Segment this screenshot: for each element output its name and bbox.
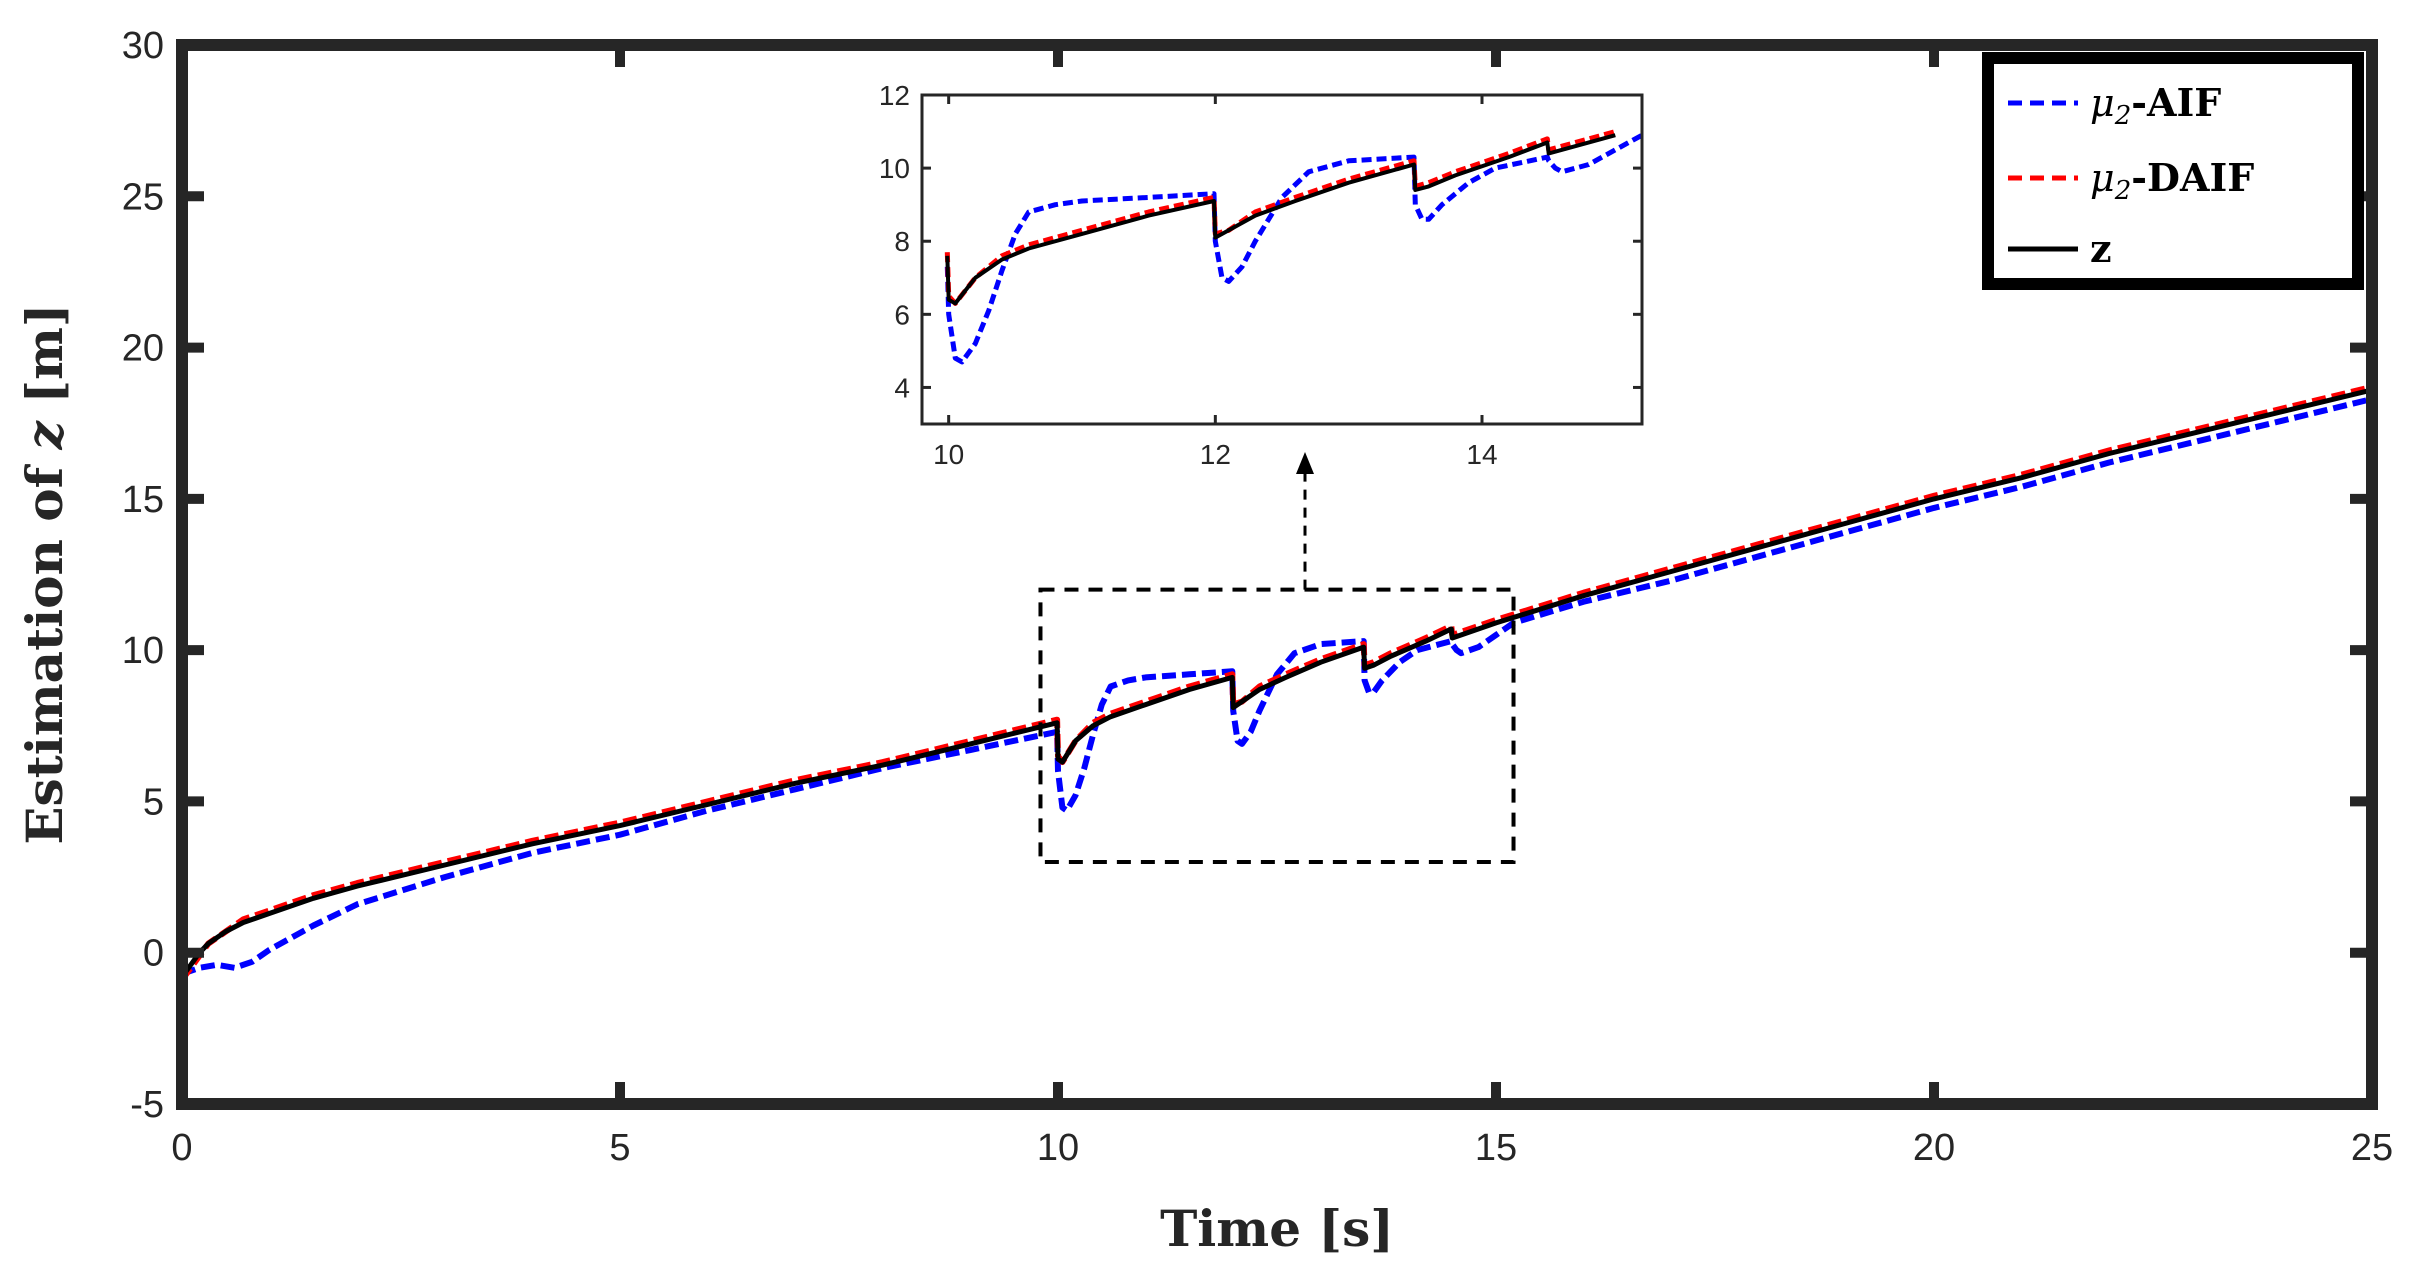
zoom-box bbox=[1038, 587, 1516, 864]
inset-y-tick-label: 12 bbox=[879, 80, 910, 111]
x-tick-label: 5 bbox=[609, 1127, 630, 1169]
x-tick-label: 0 bbox=[171, 1127, 192, 1169]
x-tick-label: 15 bbox=[1475, 1127, 1517, 1169]
y-tick-label: -5 bbox=[130, 1084, 164, 1126]
inset-series-line-aif bbox=[944, 133, 1644, 365]
y-tick-label: 30 bbox=[122, 25, 164, 67]
inset-tick-labels-group: 10 12 14 4 6 8 10 12 bbox=[879, 80, 1498, 470]
zoom-arrow-head bbox=[1296, 452, 1314, 474]
x-axis-label: Time [s] bbox=[1160, 1199, 1394, 1258]
legend: μ2-AIF μ2-DAIF z bbox=[1982, 52, 2364, 290]
inset-x-tick-label: 10 bbox=[933, 439, 964, 470]
main-plot-frame bbox=[176, 39, 2378, 1110]
legend-label-daif: μ2-DAIF bbox=[2090, 155, 2254, 206]
y-axis-label-prefix: Estimation of bbox=[15, 449, 74, 844]
main-series-line-z bbox=[179, 387, 2373, 979]
inset-series-group bbox=[944, 129, 1644, 365]
main-series-line-aif bbox=[181, 396, 2373, 977]
legend-label-z: z bbox=[2090, 226, 2112, 271]
legend-label-aif: μ2-AIF bbox=[2090, 80, 2221, 131]
inset-x-tick-label: 14 bbox=[1466, 439, 1497, 470]
inset-series-line-z bbox=[945, 133, 1616, 306]
y-tick-label: 25 bbox=[122, 176, 164, 218]
legend-box bbox=[1982, 52, 2364, 290]
inset-series-line-daif bbox=[944, 129, 1616, 306]
y-tick-label: 0 bbox=[143, 933, 164, 975]
main-series-group bbox=[179, 383, 2373, 982]
x-tick-label: 10 bbox=[1037, 1127, 1079, 1169]
x-tick-label: 20 bbox=[1913, 1127, 1955, 1169]
y-tick-label: 20 bbox=[122, 328, 164, 370]
inset-y-tick-label: 8 bbox=[894, 226, 910, 257]
y-axis-label: Estimation of z [m] bbox=[15, 303, 74, 844]
x-tick-label: 25 bbox=[2351, 1127, 2393, 1169]
main-series-line-daif bbox=[179, 383, 2373, 982]
inset-y-tick-label: 4 bbox=[894, 372, 910, 403]
inset-plot: 10 12 14 4 6 8 10 12 bbox=[879, 80, 1644, 470]
y-tick-label: 10 bbox=[122, 630, 164, 672]
y-tick-label: 15 bbox=[122, 479, 164, 521]
inset-x-tick-label: 12 bbox=[1200, 439, 1231, 470]
y-axis-label-suffix: [m] bbox=[15, 303, 74, 421]
inset-y-tick-label: 6 bbox=[894, 299, 910, 330]
y-axis-label-var: z bbox=[15, 419, 74, 450]
y-tick-label: 5 bbox=[143, 781, 164, 823]
inset-y-tick-label: 10 bbox=[879, 153, 910, 184]
inset-frame bbox=[920, 93, 1644, 426]
